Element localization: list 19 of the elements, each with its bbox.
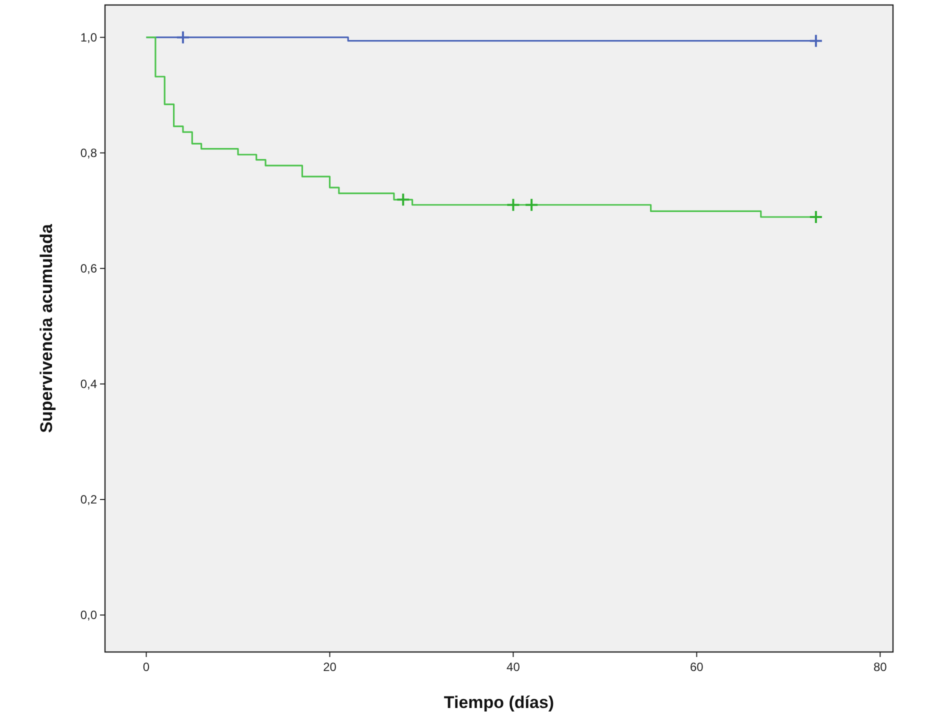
y-tick-label: 0,4 bbox=[80, 377, 98, 392]
y-tick-label: 0,8 bbox=[80, 146, 98, 160]
point bbox=[808, 210, 823, 224]
y-axis-title: Supervivencia acumulada bbox=[37, 224, 56, 433]
point bbox=[524, 198, 539, 212]
x-tick-label: 40 bbox=[506, 660, 520, 674]
y-tick-label: 0,6 bbox=[80, 262, 98, 276]
point bbox=[506, 198, 520, 212]
x-tick-label: 20 bbox=[323, 660, 337, 674]
y-tick-label: 0,2 bbox=[80, 492, 98, 507]
x-axis-title: Tiempo (días) bbox=[444, 693, 554, 712]
point bbox=[176, 30, 190, 44]
x-tick-label: 60 bbox=[690, 660, 704, 674]
point bbox=[808, 34, 823, 48]
x-tick-label: 0 bbox=[142, 660, 150, 674]
point bbox=[396, 192, 410, 207]
y-tick-label: 1,0 bbox=[80, 30, 98, 45]
y-tick-label: 0,0 bbox=[80, 608, 98, 622]
x-tick-label: 80 bbox=[873, 660, 888, 674]
